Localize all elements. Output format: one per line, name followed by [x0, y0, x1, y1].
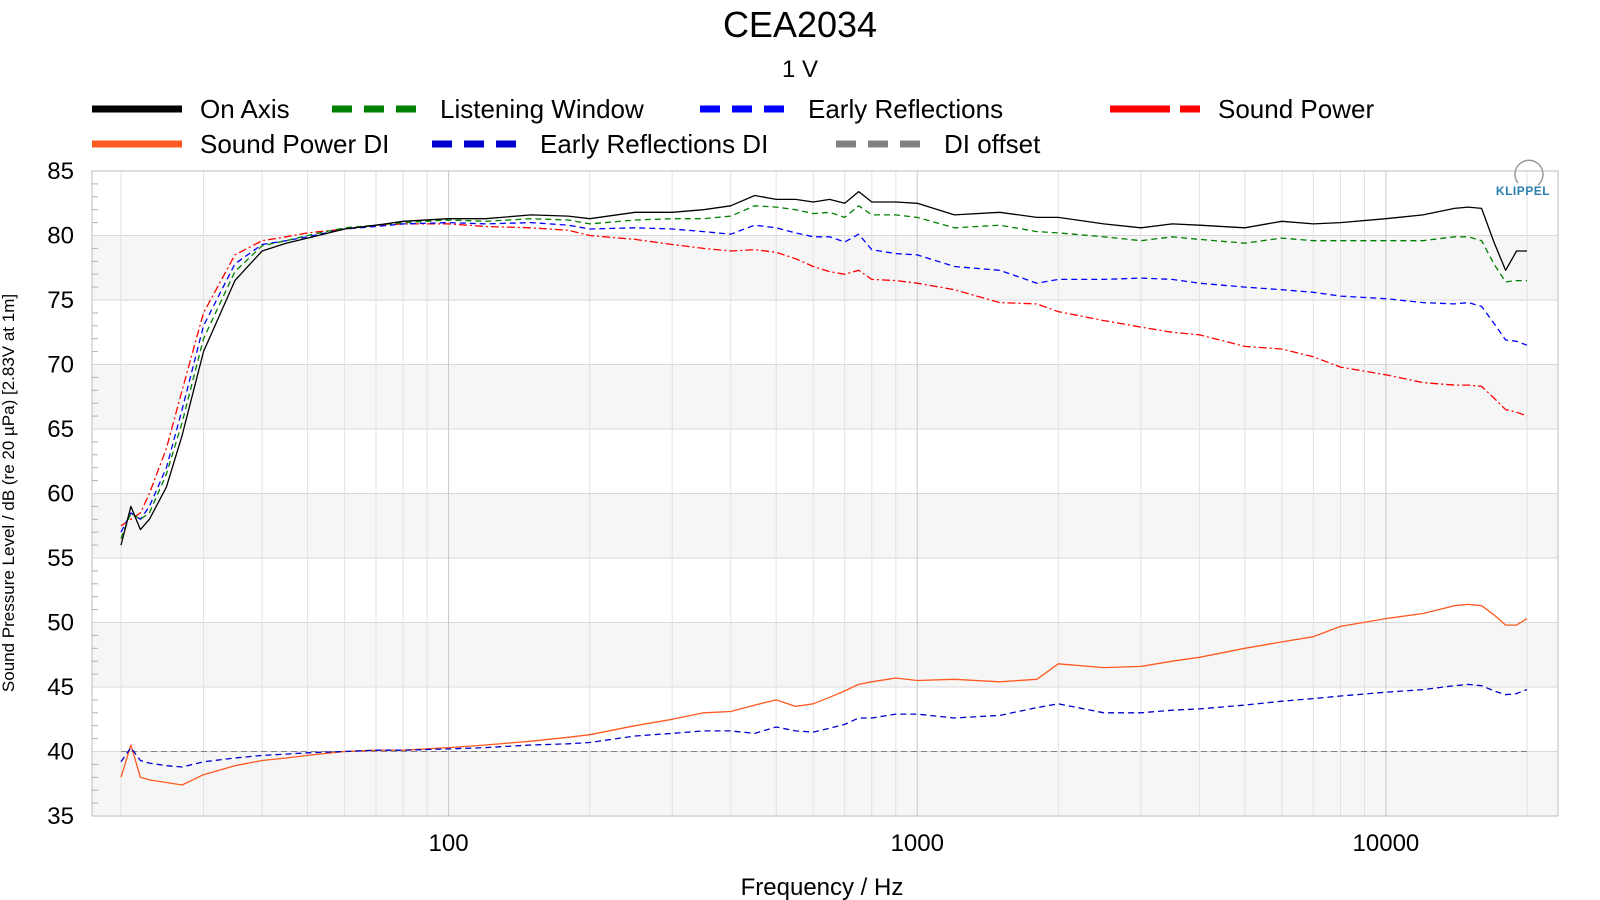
- y-tick-label-75: 75: [47, 287, 74, 314]
- y-tick-label-45: 45: [47, 674, 74, 701]
- series-line-on-axis: [120, 190, 1527, 546]
- x-tick-label-1000: 1000: [891, 830, 944, 857]
- legend-label-early-reflections: Early Reflections: [808, 94, 1003, 124]
- y-tick-label-80: 80: [47, 223, 74, 250]
- series-line-early-reflections-di: [120, 683, 1528, 768]
- band-35: [92, 751, 1558, 816]
- y-tick-label-70: 70: [47, 352, 74, 379]
- y-tick-label-60: 60: [47, 481, 74, 508]
- x-tick-label-100: 100: [429, 830, 469, 857]
- band-75: [92, 235, 1558, 300]
- y-axis-label: Sound Pressure Level / dB (re 20 µPa) [2…: [0, 294, 18, 692]
- legend-label-listening-window: Listening Window: [440, 94, 644, 124]
- y-axis-ticks: 35 40 45 50 55 60 65 70 75 80 85: [47, 158, 74, 830]
- band-65: [92, 364, 1558, 429]
- legend-label-sound-power: Sound Power: [1218, 94, 1374, 124]
- x-axis-label: Frequency / Hz: [741, 874, 904, 900]
- y-tick-label-85: 85: [47, 158, 74, 185]
- band-55: [92, 493, 1558, 558]
- x-tick-label-10000: 10000: [1353, 830, 1420, 857]
- x-axis-ticks: 100 1000 10000: [429, 830, 1420, 857]
- band-45: [92, 622, 1558, 687]
- legend-label-di-offset: DI offset: [944, 129, 1041, 159]
- legend-label-sound-power-di: Sound Power DI: [200, 129, 389, 159]
- klippel-logo: KLIPPEL: [1496, 159, 1550, 198]
- legend-label-early-reflections-di: Early Reflections DI: [540, 129, 768, 159]
- series-line-sound-power-di: [120, 603, 1528, 786]
- plot-frame: [91, 170, 1559, 817]
- y-tick-label-40: 40: [47, 739, 74, 766]
- logo-text: KLIPPEL: [1496, 184, 1550, 198]
- y-tick-label-55: 55: [47, 545, 74, 572]
- y-tick-label-35: 35: [47, 803, 74, 830]
- chart-title: CEA2034: [723, 4, 877, 45]
- chart-subtitle: 1 V: [782, 56, 818, 83]
- series-line-sound-power: [120, 223, 1528, 527]
- y-tick-label-50: 50: [47, 610, 74, 637]
- logo-arc: [1514, 159, 1544, 186]
- grid-lines: [92, 170, 1558, 817]
- series-lines: [120, 190, 1528, 786]
- y-tick-label-65: 65: [47, 416, 74, 443]
- legend-label-on-axis: On Axis: [200, 94, 290, 124]
- series-line-listening-window: [120, 205, 1527, 539]
- legend: On Axis Listening Window Early Reflections…: [92, 94, 1374, 159]
